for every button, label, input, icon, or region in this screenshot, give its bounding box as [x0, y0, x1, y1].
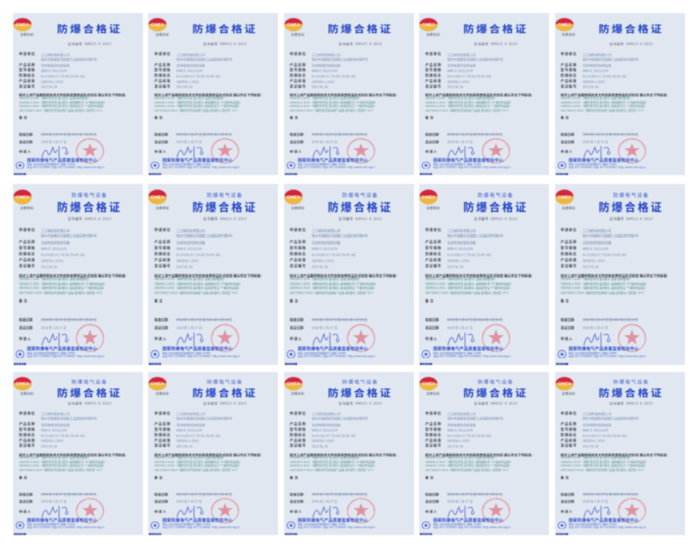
svg-text:CNEX: CNEX	[422, 381, 435, 386]
svg-text:CNEX: CNEX	[16, 381, 29, 386]
svg-text:CNEX: CNEX	[558, 381, 571, 386]
svg-text:CNEX: CNEX	[422, 194, 436, 199]
svg-text:CNEX: CNEX	[151, 22, 164, 27]
svg-text:CNEX: CNEX	[287, 194, 301, 199]
svg-text:CNEX: CNEX	[287, 22, 300, 27]
svg-text:CNEX: CNEX	[151, 194, 165, 199]
svg-text:CNEX: CNEX	[558, 194, 572, 199]
svg-text:CNEX: CNEX	[151, 381, 164, 386]
svg-text:CNEX: CNEX	[16, 22, 29, 27]
svg-text:CNEX: CNEX	[16, 194, 30, 199]
svg-text:CNEX: CNEX	[558, 22, 571, 27]
svg-text:CNEX: CNEX	[422, 22, 435, 27]
svg-text:CNEX: CNEX	[287, 381, 300, 386]
